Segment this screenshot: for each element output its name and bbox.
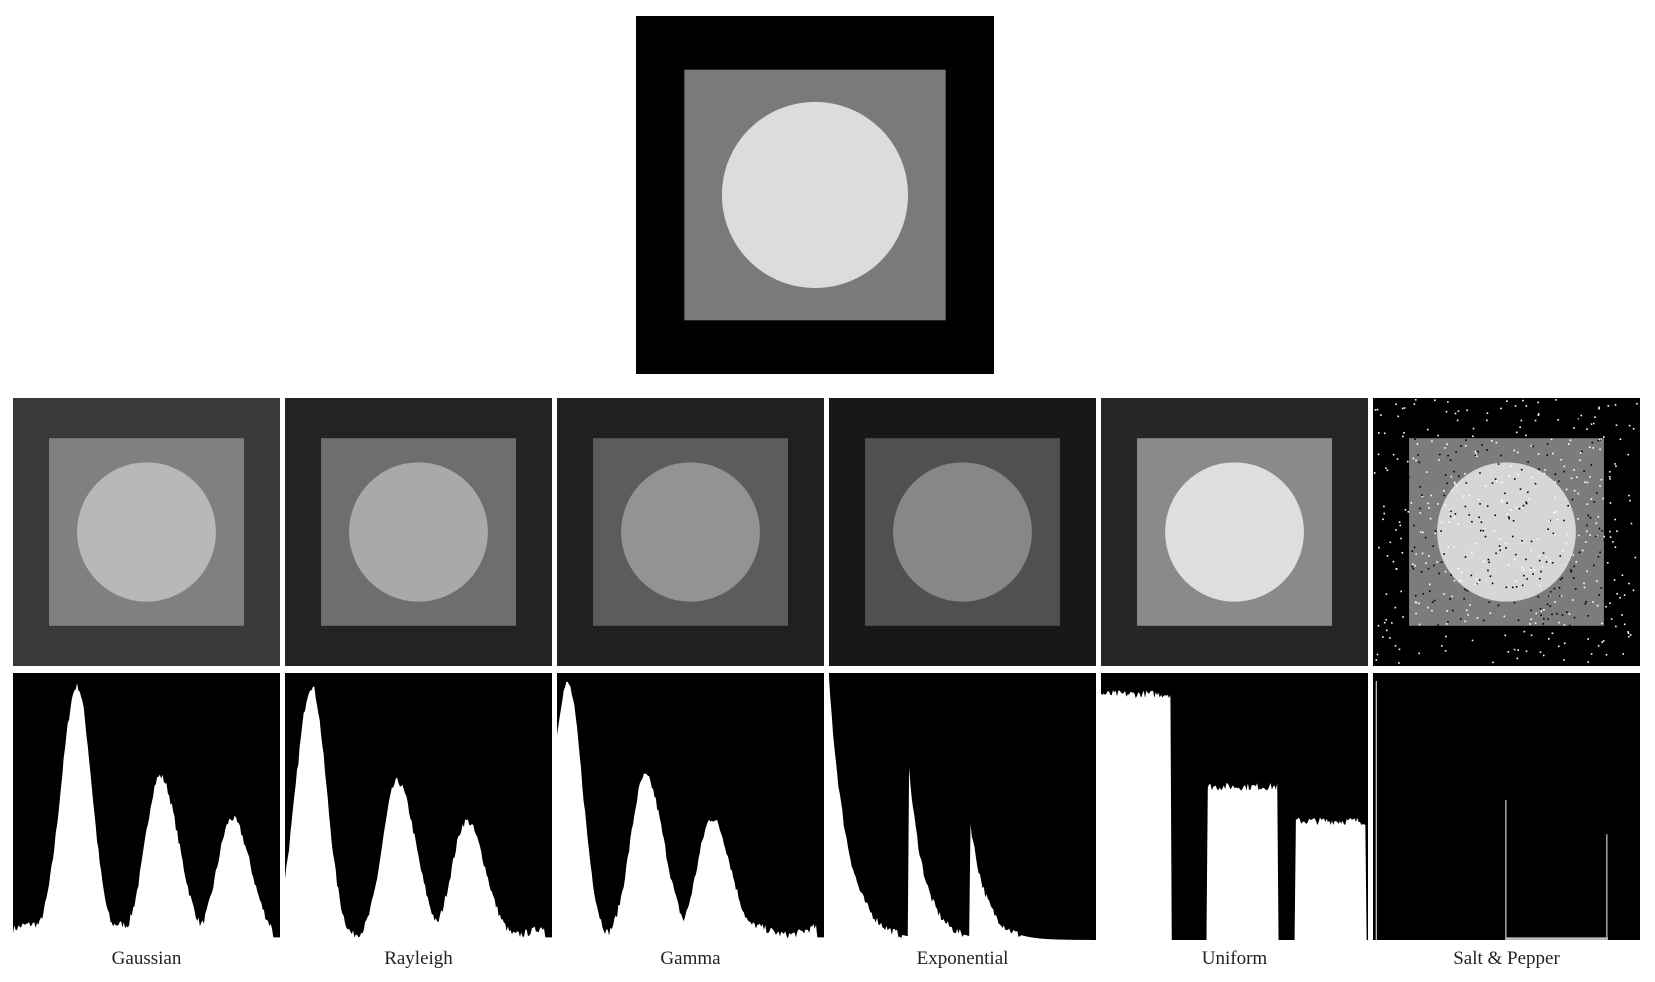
noise-label: Gamma — [660, 948, 721, 969]
noise-label: Uniform — [1201, 948, 1268, 969]
histogram — [285, 673, 552, 940]
original-test-pattern-image — [636, 16, 994, 374]
noisy-image-circle — [893, 462, 1032, 602]
noise-label: Salt & Pepper — [1453, 948, 1560, 969]
noisy-image — [285, 398, 552, 666]
noisy-image-circle — [1437, 462, 1576, 602]
noisy-image — [557, 398, 824, 666]
original-circle — [721, 101, 909, 289]
histogram — [1373, 673, 1640, 940]
histogram-area — [285, 686, 552, 940]
noisy-image-circle — [1165, 462, 1304, 602]
salt-pepper-speckles — [1373, 398, 1640, 666]
noisy-image-circle — [349, 462, 488, 602]
histogram-background — [829, 673, 1096, 940]
histogram — [557, 673, 824, 940]
histogram-background — [557, 673, 824, 940]
noise-label: Gaussian — [111, 948, 182, 969]
noisy-image — [13, 398, 280, 666]
histogram — [829, 673, 1096, 940]
noisy-image-circle — [621, 462, 760, 602]
histogram-spike-2 — [1606, 834, 1608, 940]
histogram — [13, 673, 280, 940]
noisy-image-circle — [77, 462, 216, 602]
histogram-area — [1101, 690, 1368, 940]
noise-label: Exponential — [916, 948, 1009, 969]
histogram-area — [13, 683, 280, 940]
histogram-area — [557, 681, 824, 940]
histogram-spike-1 — [1505, 799, 1507, 940]
noise-label: Rayleigh — [384, 948, 453, 969]
noisy-image — [1373, 398, 1640, 666]
noisy-image — [1101, 398, 1368, 666]
histogram-spike-0 — [1375, 680, 1378, 940]
noisy-image — [829, 398, 1096, 666]
histogram — [1101, 673, 1368, 940]
histogram-baseline — [1506, 937, 1608, 940]
histogram-area — [829, 677, 1096, 940]
